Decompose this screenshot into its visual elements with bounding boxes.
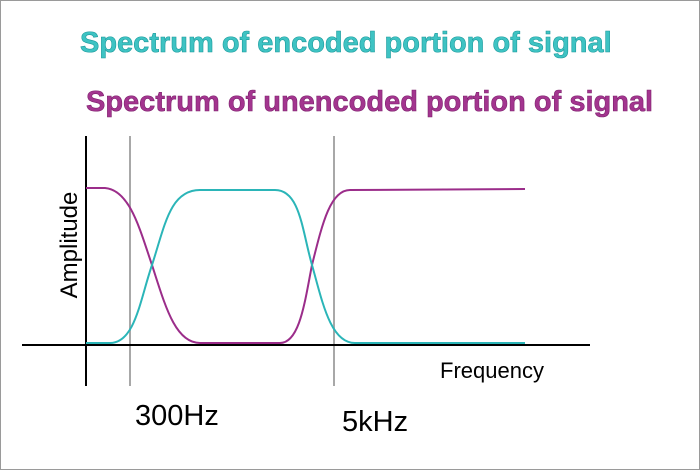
x-axis-label: Frequency [440, 358, 544, 383]
marker-label: 5kHz [342, 406, 408, 438]
encoded-curve [86, 189, 525, 344]
unencoded-curve [86, 187, 526, 344]
marker-label: 300Hz [135, 400, 219, 432]
unencoded-title: Spectrum of unencoded portion of signal [86, 86, 653, 118]
encoded-title: Spectrum of encoded portion of signal [80, 27, 612, 59]
y-axis-label: Amplitude [56, 192, 83, 299]
